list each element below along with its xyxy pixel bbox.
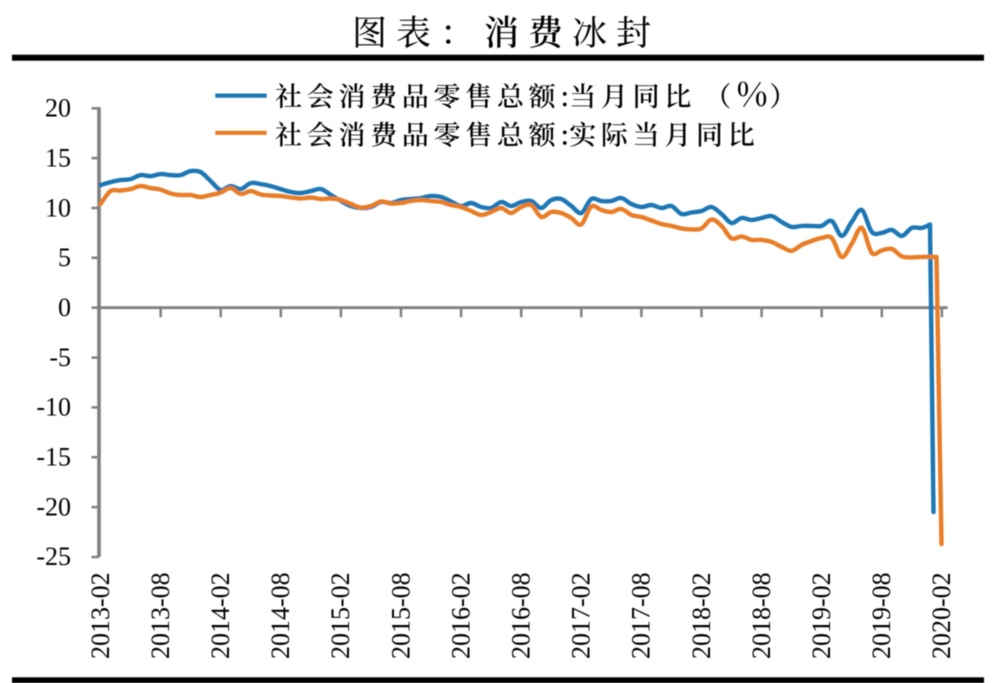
svg-text:2020-02: 2020-02 (927, 572, 956, 659)
svg-text:2019-02: 2019-02 (807, 572, 836, 659)
svg-text:2014-08: 2014-08 (266, 572, 295, 659)
svg-text:2018-02: 2018-02 (687, 572, 716, 659)
svg-text:2017-08: 2017-08 (627, 572, 656, 659)
svg-text:0: 0 (58, 293, 71, 322)
svg-text:2013-08: 2013-08 (146, 572, 175, 659)
svg-text:-10: -10 (36, 393, 71, 422)
svg-text:2014-02: 2014-02 (206, 572, 235, 659)
svg-text:15: 15 (45, 143, 71, 172)
svg-text:2013-02: 2013-02 (86, 572, 115, 659)
svg-text:10: 10 (45, 193, 71, 222)
svg-text:-25: -25 (36, 542, 71, 571)
svg-text:2016-02: 2016-02 (446, 572, 475, 659)
svg-text:-15: -15 (36, 443, 71, 472)
svg-text:2018-08: 2018-08 (747, 572, 776, 659)
svg-text:-5: -5 (49, 343, 71, 372)
svg-text:2017-02: 2017-02 (567, 572, 596, 659)
svg-text:20: 20 (45, 94, 71, 123)
svg-text:2016-08: 2016-08 (507, 572, 536, 659)
svg-text:2015-08: 2015-08 (386, 572, 415, 659)
svg-text:2019-08: 2019-08 (867, 572, 896, 659)
svg-text:-20: -20 (36, 492, 71, 521)
svg-text:5: 5 (58, 243, 71, 272)
svg-text:2015-02: 2015-02 (326, 572, 355, 659)
